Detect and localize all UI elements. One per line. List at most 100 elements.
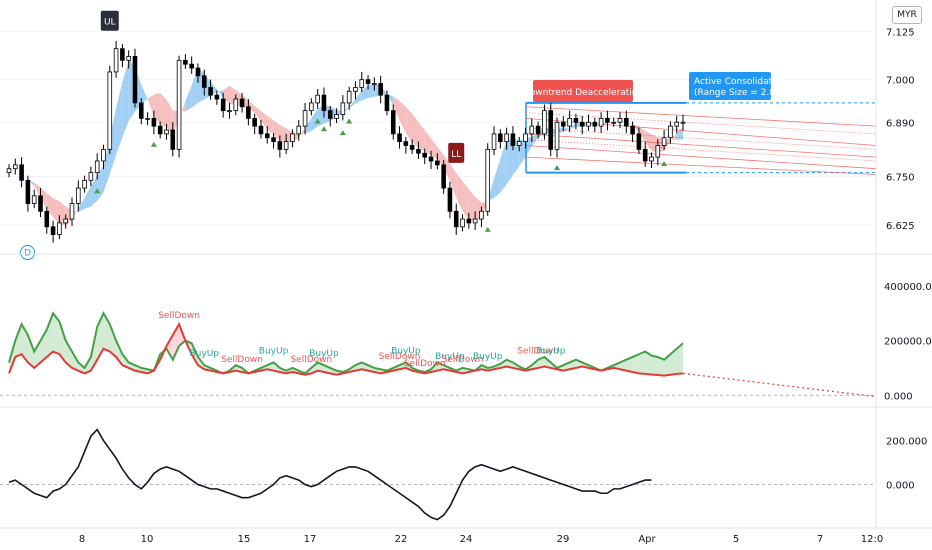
cloud-segment bbox=[305, 118, 312, 134]
downtrend-label-text: Downtrend Deaccelerating bbox=[523, 88, 643, 98]
candle bbox=[447, 187, 453, 212]
cloud-segment bbox=[191, 67, 198, 108]
cloud-segment bbox=[260, 111, 268, 130]
volume-fill-segment bbox=[71, 351, 79, 371]
cloud-segment bbox=[153, 93, 161, 125]
candle bbox=[649, 156, 654, 162]
candle bbox=[69, 203, 75, 220]
candle bbox=[214, 94, 220, 100]
candle bbox=[460, 218, 465, 228]
time-tick-label: 24 bbox=[460, 534, 473, 545]
cloud-segment bbox=[34, 182, 41, 198]
candle bbox=[598, 117, 604, 127]
time-tick-label: 8 bbox=[79, 534, 85, 545]
cloud-segment bbox=[456, 173, 463, 212]
candle bbox=[31, 195, 37, 204]
candle bbox=[491, 133, 497, 150]
candle bbox=[321, 94, 327, 112]
volume-tick-label: 200000.000 bbox=[884, 337, 932, 348]
candle bbox=[561, 121, 566, 127]
candle bbox=[353, 87, 358, 92]
cloud-segment bbox=[147, 94, 154, 117]
buyup-signal: BuyUp bbox=[190, 349, 220, 359]
candle bbox=[138, 102, 144, 119]
buy-arrow bbox=[94, 188, 101, 194]
oscillator-pane: 200.000 0.000 bbox=[0, 428, 927, 521]
price-tick-label: 7.000 bbox=[886, 76, 915, 87]
buyup-signal: BuyUp bbox=[391, 346, 421, 356]
cloud-segment bbox=[185, 85, 192, 112]
candle bbox=[19, 164, 24, 181]
lower-level-tag bbox=[448, 142, 465, 163]
candle bbox=[441, 164, 446, 189]
cloud-segment bbox=[109, 107, 117, 175]
candle bbox=[176, 59, 182, 150]
candle bbox=[661, 137, 667, 146]
consolidation-range bbox=[525, 101, 877, 175]
cloud-segment bbox=[500, 139, 507, 193]
candle bbox=[642, 148, 648, 162]
candle bbox=[13, 164, 18, 170]
buy-arrow bbox=[314, 118, 321, 124]
cloud-segment bbox=[355, 90, 362, 104]
candle bbox=[372, 83, 377, 85]
volume-fill-segment bbox=[645, 351, 652, 375]
downtrend-label bbox=[533, 80, 633, 102]
selldown-signal: SellDown bbox=[221, 355, 263, 365]
candle bbox=[227, 110, 232, 113]
cloud-segment bbox=[437, 146, 444, 168]
volume-tick-label: 0.000 bbox=[884, 391, 913, 402]
projection-dotted-line bbox=[525, 127, 877, 150]
candle bbox=[189, 63, 194, 69]
candle bbox=[220, 98, 226, 112]
candle bbox=[296, 125, 302, 135]
volume-axis: 400000.000 200000.000 0.000 bbox=[884, 282, 932, 402]
oscillator-line bbox=[0, 428, 876, 521]
candle bbox=[25, 179, 31, 204]
cloud-segment bbox=[506, 138, 513, 185]
selldown-signal: SellDown bbox=[379, 352, 421, 362]
volume-fill-segment bbox=[657, 356, 665, 376]
cloud-segment bbox=[412, 113, 419, 148]
cloud-segment bbox=[418, 121, 425, 152]
volume-fill-segment bbox=[437, 362, 444, 371]
candle bbox=[674, 121, 679, 127]
time-axis[interactable]: 8 10 15 17 22 24 29 Apr 5 7 12:0 bbox=[79, 534, 883, 545]
cloud-segment bbox=[638, 126, 646, 143]
oscillator-series bbox=[8, 428, 652, 521]
candle bbox=[636, 133, 642, 150]
range-label bbox=[689, 72, 771, 100]
cloud-segment bbox=[141, 84, 148, 105]
candle bbox=[403, 141, 409, 146]
candle bbox=[201, 75, 207, 88]
selldown-signal: SellDown bbox=[517, 347, 559, 357]
candle bbox=[617, 117, 623, 123]
cloud-segment bbox=[361, 85, 369, 101]
time-tick-label: 10 bbox=[141, 534, 154, 545]
upper-level-tag bbox=[100, 10, 119, 31]
time-tick-label: Apr bbox=[638, 534, 656, 545]
candle bbox=[76, 187, 81, 204]
candle bbox=[416, 148, 421, 154]
price-grid bbox=[0, 30, 876, 226]
cloud-segment bbox=[512, 138, 520, 176]
candle bbox=[258, 125, 264, 135]
currency-badge[interactable]: MYR bbox=[892, 6, 922, 24]
candle bbox=[57, 222, 62, 235]
oscillator-tick-label: 0.000 bbox=[886, 480, 915, 491]
candle bbox=[208, 87, 213, 96]
cloud-segment bbox=[40, 187, 47, 210]
buy-arrow bbox=[150, 141, 157, 147]
lower-level-tag-text: LL bbox=[451, 150, 461, 160]
candle bbox=[428, 156, 434, 162]
last-price-label: 6.890 bbox=[886, 118, 915, 129]
candle bbox=[611, 121, 616, 124]
candle bbox=[668, 125, 673, 139]
candle bbox=[346, 90, 352, 104]
cloud-segment bbox=[676, 127, 683, 140]
candle bbox=[233, 98, 239, 112]
cloud-segment bbox=[393, 96, 400, 121]
